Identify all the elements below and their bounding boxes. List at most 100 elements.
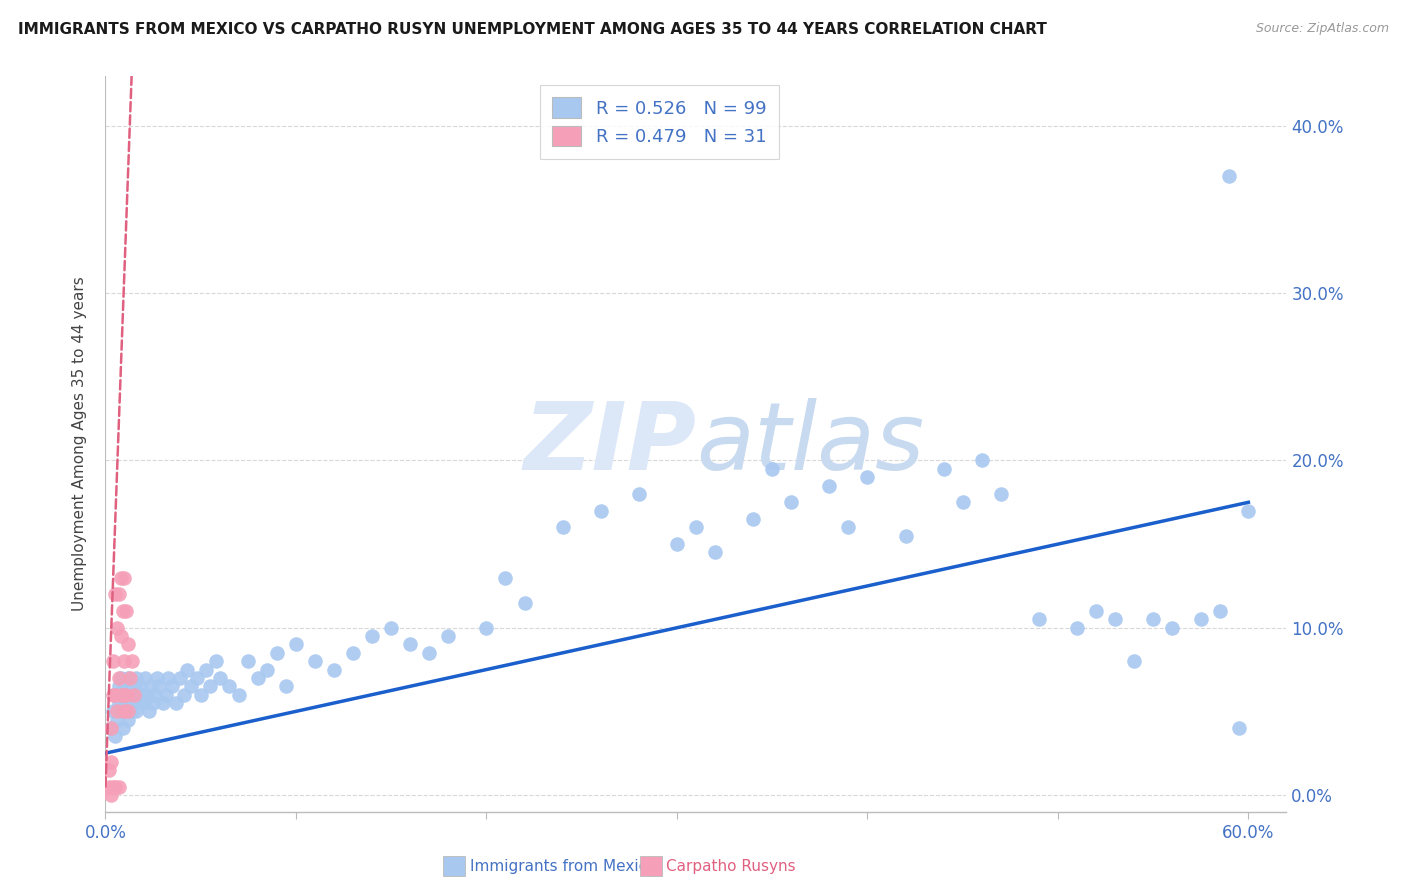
Point [856,470,879,484]
Point [107,679,129,693]
Point [121,654,143,668]
Point [418,646,440,660]
Point [218,679,240,693]
Point [894,529,917,543]
Point [107,671,129,685]
Point [304,654,326,668]
Point [551,520,574,534]
Point [157,671,180,685]
Point [1104,612,1126,626]
Point [180,679,202,693]
Point [513,596,536,610]
Point [1161,621,1184,635]
Point [195,663,218,677]
Point [186,671,208,685]
Point [761,462,783,476]
Point [121,705,143,719]
Legend: R = 0.526   N = 99, R = 0.479   N = 31: R = 0.526 N = 99, R = 0.479 N = 31 [540,85,779,159]
Point [495,571,517,585]
Point [114,654,136,668]
Point [128,679,150,693]
Point [780,495,803,509]
Point [110,629,132,643]
Point [105,621,128,635]
Point [1189,612,1212,626]
Point [110,571,132,585]
Point [105,705,128,719]
Point [105,713,128,727]
Point [104,730,127,744]
Point [1218,169,1240,183]
Point [276,679,298,693]
Point [952,495,974,509]
Text: IMMIGRANTS FROM MEXICO VS CARPATHO RUSYN UNEMPLOYMENT AMONG AGES 35 TO 44 YEARS : IMMIGRANTS FROM MEXICO VS CARPATHO RUSYN… [18,22,1047,37]
Point [107,780,129,794]
Point [1142,612,1164,626]
Point [114,571,136,585]
Point [256,663,278,677]
Point [238,654,260,668]
Point [115,688,138,702]
Point [132,696,155,710]
Point [361,629,384,643]
Point [120,696,142,710]
Point [104,587,127,601]
Point [246,671,269,685]
Point [155,688,177,702]
Point [152,696,174,710]
Point [101,705,124,719]
Point [110,688,132,702]
Point [111,721,134,735]
Point [990,487,1012,501]
Point [101,688,124,702]
Point [100,755,122,769]
Point [142,696,165,710]
Point [200,679,222,693]
Point [818,478,841,492]
Point [121,688,143,702]
Text: ZIP: ZIP [523,398,696,490]
Point [101,780,124,794]
Point [117,637,139,651]
Point [173,688,195,702]
Point [122,696,145,710]
Point [120,679,142,693]
Point [117,713,139,727]
Point [110,671,132,685]
Point [127,696,149,710]
Point [148,679,170,693]
Point [104,780,127,794]
Point [399,637,422,651]
Point [131,688,153,702]
Point [228,688,250,702]
Point [100,788,122,802]
Point [1123,654,1146,668]
Point [932,462,955,476]
Point [104,688,127,702]
Point [120,671,142,685]
Point [136,688,159,702]
Point [1085,604,1108,618]
Point [101,654,124,668]
Point [837,520,859,534]
Y-axis label: Unemployment Among Ages 35 to 44 years: Unemployment Among Ages 35 to 44 years [72,277,87,611]
Point [627,487,650,501]
Text: Carpatho Rusyns: Carpatho Rusyns [666,859,796,873]
Point [104,688,127,702]
Point [117,671,139,685]
Point [475,621,498,635]
Point [122,688,145,702]
Point [1237,503,1260,517]
Point [146,671,169,685]
Point [1209,604,1232,618]
Point [114,679,136,693]
Point [1227,721,1250,735]
Point [134,671,156,685]
Point [1066,621,1088,635]
Point [98,763,121,777]
Point [107,587,129,601]
Point [100,721,122,735]
Point [111,604,134,618]
Point [115,604,138,618]
Point [117,705,139,719]
